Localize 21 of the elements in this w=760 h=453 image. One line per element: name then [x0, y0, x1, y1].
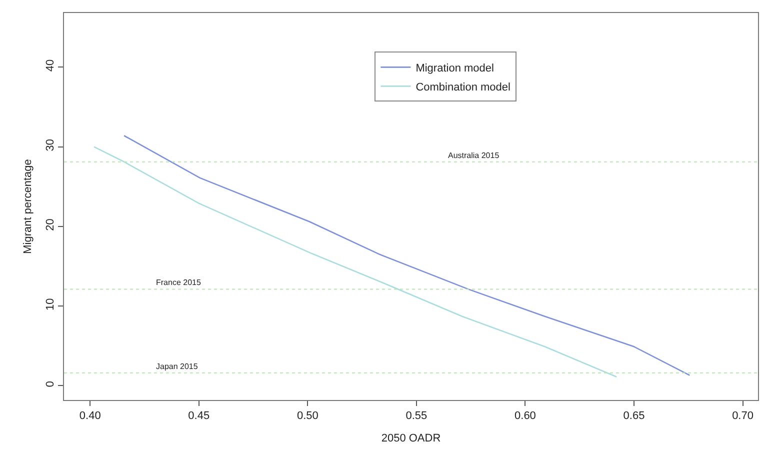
y-tick-label: 30 [44, 139, 57, 152]
x-tick-label: 0.45 [188, 410, 210, 422]
y-axis-title: Migrant percentage [22, 159, 34, 254]
x-tick-label: 0.65 [623, 410, 645, 422]
legend-label: Combination model [416, 81, 510, 94]
x-tick-label: 0.50 [296, 410, 318, 422]
x-tick-label: 0.70 [732, 410, 754, 422]
x-tick-label: 0.55 [406, 410, 428, 422]
x-axis-title: 2050 OADR [381, 432, 441, 444]
legend-label: Migration model [416, 62, 494, 74]
y-tick-label: 40 [44, 59, 57, 72]
line-series [123, 134, 690, 376]
y-tick-label: 10 [44, 298, 57, 311]
y-tick-label: 20 [44, 218, 57, 231]
ref-line-label: France 2015 [156, 278, 202, 287]
line-series [93, 146, 618, 378]
ref-line-label: Japan 2015 [156, 362, 198, 371]
x-tick-label: 0.40 [79, 410, 101, 422]
ref-line-label: Australia 2015 [448, 151, 500, 160]
y-tick-label: 0 [44, 380, 57, 388]
x-tick-label: 0.60 [514, 410, 536, 422]
